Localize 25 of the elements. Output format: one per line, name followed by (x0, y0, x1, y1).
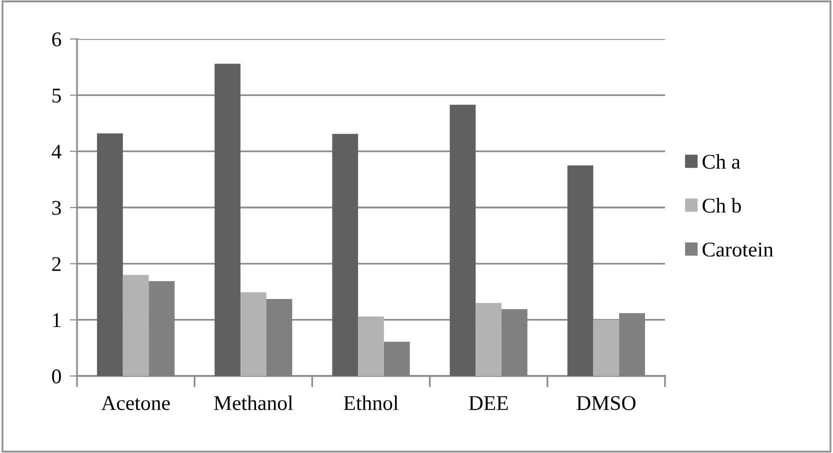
bar (593, 320, 620, 376)
legend-label: Ch a (702, 154, 740, 169)
bar (214, 64, 240, 376)
bar (122, 274, 149, 376)
y-tick-label: 2 (52, 257, 61, 271)
y-tick-label: 1 (53, 313, 60, 328)
legend-label: Carotein (702, 242, 774, 257)
x-tick-label: DMSO (576, 396, 636, 410)
x-tick-label: Methanol (214, 395, 293, 410)
y-tick-label: 5 (52, 88, 61, 103)
bar (332, 134, 358, 376)
x-tick-label: Acetone (101, 396, 170, 410)
bar (476, 302, 502, 376)
y-tick-label: 0 (52, 369, 61, 384)
bar (567, 165, 594, 376)
bar (450, 104, 476, 376)
y-tick-label: 4 (52, 144, 62, 159)
legend-label: Ch b (702, 198, 741, 213)
x-tick-label: DEE (468, 396, 508, 410)
bar (96, 133, 123, 376)
x-tick-label: Ethnol (344, 395, 398, 410)
y-tick-label: 6 (52, 32, 62, 46)
bar (240, 292, 266, 376)
bar (358, 316, 384, 376)
y-tick-label: 3 (52, 200, 61, 215)
